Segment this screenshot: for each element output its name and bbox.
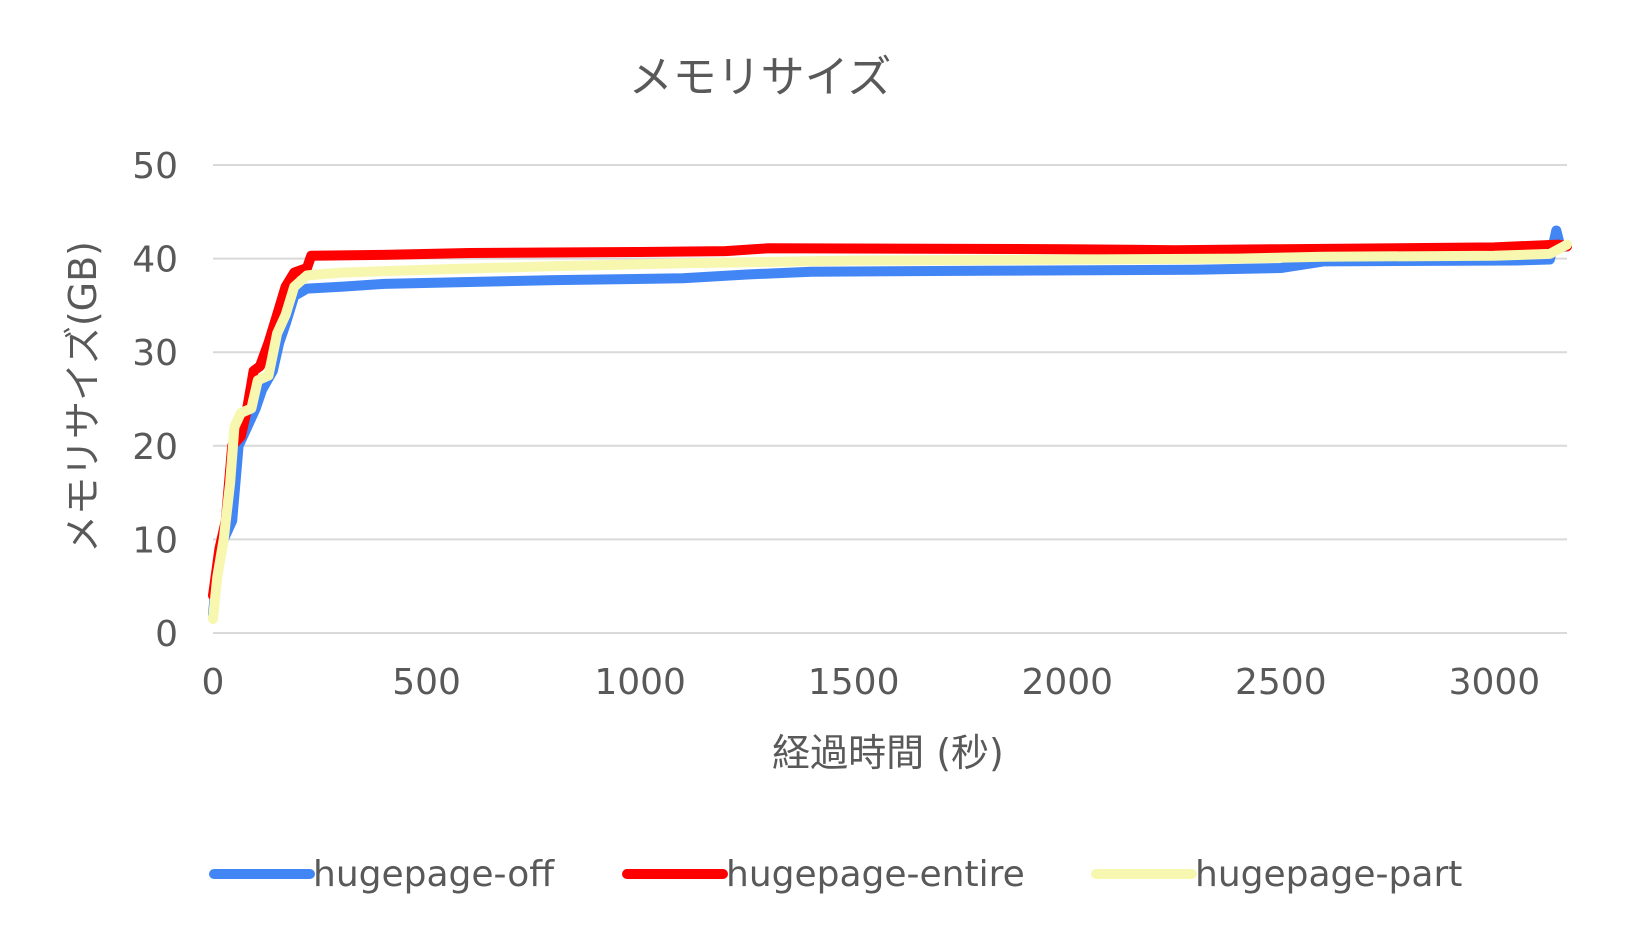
series-line-hugepage-entire	[208, 239, 1572, 601]
y-tick-label: 20	[132, 427, 178, 468]
x-axis-title: 経過時間 (秒)	[772, 731, 1004, 775]
series-line-hugepage-part	[208, 239, 1572, 624]
gridlines	[213, 164, 1567, 634]
x-tick-label: 2500	[1235, 662, 1327, 703]
legend-label-hugepage-part: hugepage-part	[1195, 854, 1462, 895]
x-tick-label: 500	[392, 662, 461, 703]
legend-label-hugepage-entire: hugepage-entire	[726, 854, 1025, 895]
series-lines	[208, 225, 1572, 624]
y-tick-label: 30	[132, 333, 178, 374]
y-tick-label: 0	[155, 614, 178, 655]
chart-title: メモリサイズ	[629, 52, 892, 103]
y-tick-label: 10	[132, 520, 178, 561]
legend: hugepage-off hugepage-entire hugepage-part	[209, 854, 1462, 895]
y-tick-label: 50	[132, 146, 178, 187]
legend-label-hugepage-off: hugepage-off	[313, 854, 555, 895]
series-line-hugepage-off	[208, 225, 1572, 620]
x-tick-label: 1000	[594, 662, 686, 703]
x-tick-label: 0	[202, 662, 225, 703]
x-axis-tick-labels: 0 500 1000 1500 2000 2500 3000	[202, 662, 1541, 703]
y-axis-title: メモリサイズ(GB)	[61, 241, 105, 553]
x-tick-label: 2000	[1021, 662, 1113, 703]
x-tick-label: 1500	[808, 662, 900, 703]
y-axis-tick-labels: 0 10 20 30 40 50	[132, 146, 178, 655]
x-tick-label: 3000	[1449, 662, 1541, 703]
y-tick-label: 40	[132, 240, 178, 281]
